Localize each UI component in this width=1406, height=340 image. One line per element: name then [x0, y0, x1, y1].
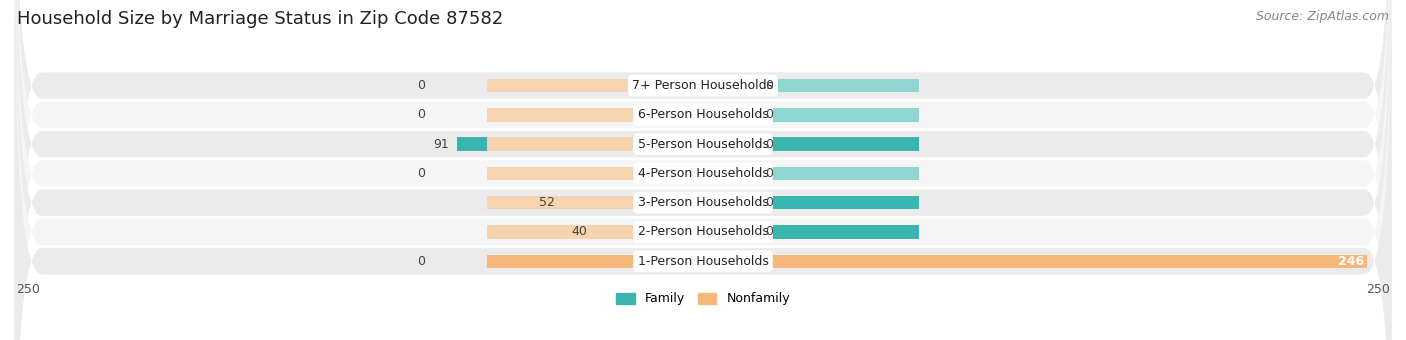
Text: 0: 0 [765, 167, 773, 180]
FancyBboxPatch shape [14, 0, 1392, 340]
FancyBboxPatch shape [14, 0, 1392, 340]
Text: 40: 40 [571, 225, 586, 238]
FancyBboxPatch shape [14, 0, 1392, 340]
Text: 52: 52 [538, 196, 554, 209]
FancyBboxPatch shape [14, 0, 1392, 340]
FancyBboxPatch shape [14, 0, 1392, 340]
Bar [595, 225, 920, 239]
Text: 0: 0 [418, 167, 425, 180]
Bar [650, 79, 920, 92]
Text: 0: 0 [765, 225, 773, 238]
Text: 91: 91 [433, 138, 450, 151]
Bar [486, 79, 756, 92]
Bar [650, 108, 920, 121]
Bar [486, 108, 756, 121]
Text: 4-Person Households: 4-Person Households [637, 167, 769, 180]
Text: 6-Person Households: 6-Person Households [637, 108, 769, 121]
Text: 7+ Person Households: 7+ Person Households [633, 79, 773, 92]
Text: 0: 0 [418, 108, 425, 121]
Text: 1-Person Households: 1-Person Households [637, 255, 769, 268]
Bar [650, 167, 920, 180]
Text: 3-Person Households: 3-Person Households [637, 196, 769, 209]
Text: 0: 0 [765, 138, 773, 151]
Text: 0: 0 [418, 79, 425, 92]
Bar [486, 196, 756, 209]
Text: Household Size by Marriage Status in Zip Code 87582: Household Size by Marriage Status in Zip… [17, 10, 503, 28]
Text: 246: 246 [1339, 255, 1364, 268]
FancyBboxPatch shape [14, 0, 1392, 340]
Text: Source: ZipAtlas.com: Source: ZipAtlas.com [1256, 10, 1389, 23]
Bar [486, 167, 756, 180]
Text: 0: 0 [765, 79, 773, 92]
Text: 5-Person Households: 5-Person Households [637, 138, 769, 151]
Bar [457, 137, 920, 151]
Legend: Family, Nonfamily: Family, Nonfamily [612, 288, 794, 310]
Bar [562, 196, 920, 209]
Bar [486, 225, 756, 239]
Text: 2-Person Households: 2-Person Households [637, 225, 769, 238]
Text: 0: 0 [765, 108, 773, 121]
Text: 0: 0 [418, 255, 425, 268]
Bar [650, 255, 920, 268]
Text: 0: 0 [765, 196, 773, 209]
Bar [486, 255, 1367, 268]
Bar [486, 137, 756, 151]
FancyBboxPatch shape [14, 0, 1392, 340]
